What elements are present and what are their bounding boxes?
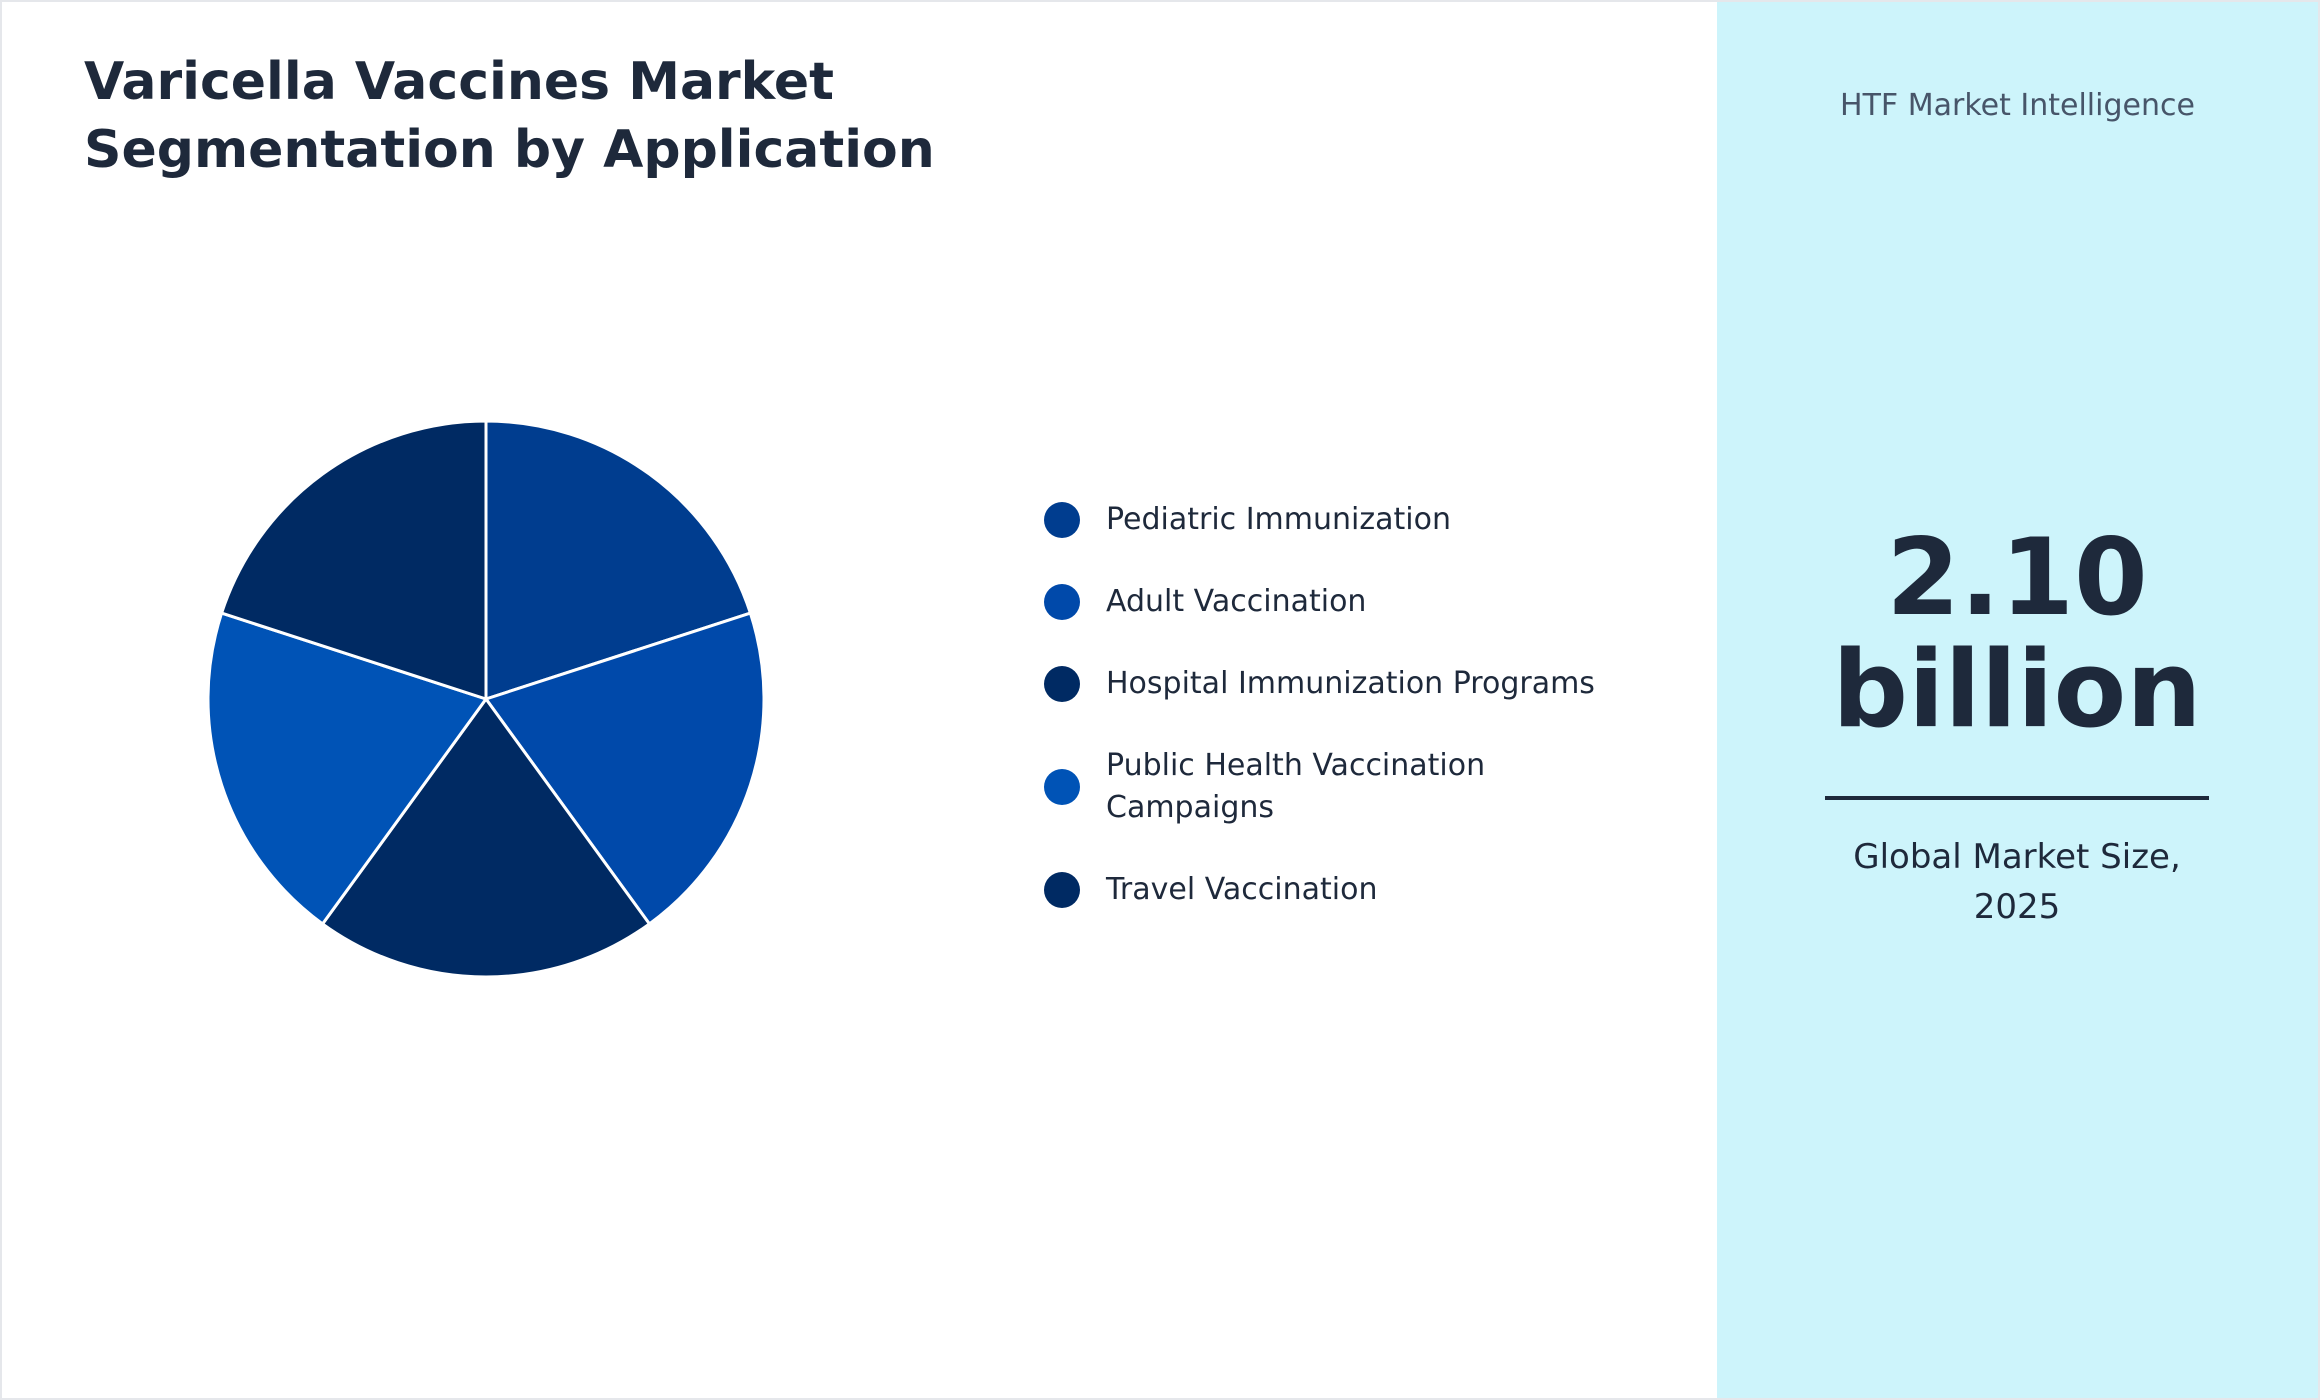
legend-item: Public Health Vaccination Campaigns	[1044, 745, 1606, 829]
legend-swatch	[1044, 502, 1080, 538]
legend-item: Adult Vaccination	[1044, 581, 1606, 623]
market-size: 2.10 billion	[1832, 516, 2202, 751]
pie-slice	[219, 419, 488, 702]
legend-item: Travel Vaccination	[1044, 869, 1606, 911]
legend-label: Adult Vaccination	[1106, 584, 1367, 619]
divider	[1825, 796, 2209, 800]
pie-slice	[320, 696, 652, 979]
legend: Pediatric Immunization Adult Vaccination H…	[1044, 499, 1606, 911]
legend-swatch	[1044, 872, 1080, 908]
legend-item: Hospital Immunization Programs	[1044, 663, 1606, 705]
legend-item: Pediatric Immunization	[1044, 499, 1606, 541]
legend-label: Public Health Vaccination Campaigns	[1106, 748, 1486, 825]
legend-label: Pediatric Immunization	[1106, 502, 1451, 537]
pie-slice	[206, 611, 489, 927]
legend-swatch	[1044, 769, 1080, 805]
sidebar: HTF Market Intelligence 2.10 billion Glo…	[1717, 2, 2318, 1398]
market-size-caption: Global Market Size, 2025	[1853, 837, 2181, 927]
chart-title: Varicella Vaccines Market Segmentation b…	[84, 52, 935, 180]
pie-slice	[483, 611, 766, 927]
legend-label: Hospital Immunization Programs	[1106, 666, 1595, 701]
logo-alt-text: HTF Market Intelligence	[1840, 88, 2195, 123]
legend-label: Travel Vaccination	[1106, 872, 1378, 907]
legend-swatch	[1044, 584, 1080, 620]
legend-swatch	[1044, 666, 1080, 702]
pie-chart	[206, 419, 766, 979]
pie-slice	[484, 419, 753, 702]
